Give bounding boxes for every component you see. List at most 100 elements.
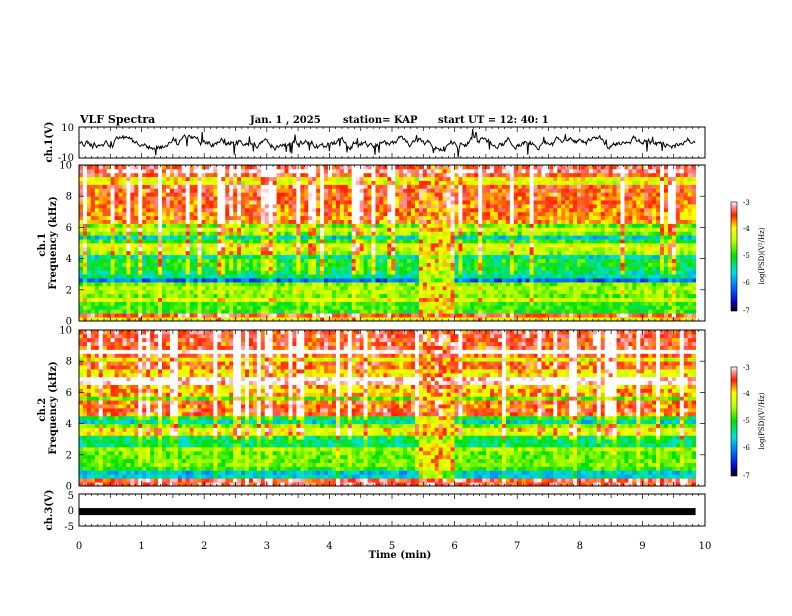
spectrogram-cell (466, 200, 470, 204)
spectrogram-cell (154, 169, 158, 173)
spectrogram-cell (253, 263, 257, 267)
spectrogram-cell (103, 243, 107, 247)
spectrogram-cell (217, 220, 221, 224)
spectrogram-cell (107, 208, 111, 212)
spectrogram-cell (411, 286, 415, 290)
spectrogram-cell (340, 266, 344, 270)
spectrogram-cell (320, 181, 324, 185)
spectrogram-cell (134, 216, 138, 220)
spectrogram-cell (221, 235, 225, 239)
spectrogram-cell (411, 220, 415, 224)
spectrogram-cell (126, 185, 130, 189)
spectrogram-cell (308, 243, 312, 247)
spectrogram-cell (261, 208, 265, 212)
spectrogram-cell (285, 181, 289, 185)
spectrogram-cell (312, 216, 316, 220)
spectrogram-cell (95, 188, 99, 192)
spectrogram-cell (403, 227, 407, 231)
spectrogram-cell (375, 243, 379, 247)
spectrogram-cell (435, 165, 439, 169)
spectrogram-cell (292, 286, 296, 290)
spectrogram-cell (281, 239, 285, 243)
spectrogram-cell (122, 208, 126, 212)
spectrogram-cell (462, 204, 466, 208)
spectrogram-cell (265, 185, 269, 189)
spectrogram-cell (407, 286, 411, 290)
spectrogram-cell (371, 259, 375, 263)
spectrogram-cell (107, 185, 111, 189)
spectrogram-cell (170, 286, 174, 290)
spectrogram-cell (178, 305, 182, 309)
spectrogram-cell (379, 263, 383, 267)
spectrogram-cell (360, 208, 364, 212)
spectrogram-cell (336, 243, 340, 247)
spectrogram-cell (455, 181, 459, 185)
spectrogram-cell (502, 274, 506, 278)
spectrogram-cell (190, 270, 194, 274)
spectrogram-cell (344, 204, 348, 208)
spectrogram-cell (229, 192, 233, 196)
spectrogram-cell (474, 259, 478, 263)
spectrogram-cell (202, 177, 206, 181)
spectrogram-cell (119, 169, 123, 173)
spectrogram-cell (130, 204, 134, 208)
spectrogram-cell (482, 200, 486, 204)
spectrogram-cell (538, 181, 542, 185)
spectrogram-cell (462, 235, 466, 239)
spectrogram-cell (395, 286, 399, 290)
spectrogram-cell (415, 188, 419, 192)
spectrogram-cell (154, 255, 158, 259)
spectrogram-cell (119, 282, 123, 286)
spectrogram-cell (95, 231, 99, 235)
spectrogram-cell (186, 169, 190, 173)
spectrogram-cell (300, 224, 304, 228)
spectrogram-cell (340, 309, 344, 313)
spectrogram-cell (119, 165, 123, 169)
spectrogram-cell (399, 290, 403, 294)
spectrogram-cell (111, 185, 115, 189)
spectrogram-cell (482, 239, 486, 243)
spectrogram-cell (415, 235, 419, 239)
spectrogram-cell (99, 216, 103, 220)
spectrogram-cell (233, 243, 237, 247)
spectrogram-cell (288, 177, 292, 181)
spectrogram-cell (439, 298, 443, 302)
spectrogram-cell (494, 247, 498, 251)
spectrogram-cell (229, 224, 233, 228)
spectrogram-cell (458, 181, 462, 185)
spectrogram-cell (395, 192, 399, 196)
spectrogram-cell (217, 169, 221, 173)
spectrogram-cell (158, 309, 162, 313)
spectrogram-cell (502, 243, 506, 247)
spectrogram-cell (205, 231, 209, 235)
spectrogram-cell (186, 298, 190, 302)
spectrogram-cell (308, 274, 312, 278)
spectrogram-cell (427, 251, 431, 255)
spectrogram-cell (462, 302, 466, 306)
spectrogram-cell (115, 204, 119, 208)
spectrogram-cell (518, 212, 522, 216)
spectrogram-cell (435, 298, 439, 302)
spectrogram-cell (419, 200, 423, 204)
spectrogram-cell (336, 227, 340, 231)
spectrogram-cell (233, 200, 237, 204)
spectrogram-cell (526, 251, 530, 255)
spectrogram-cell (170, 212, 174, 216)
spectrogram-cell (99, 290, 103, 294)
spectrogram-cell (534, 286, 538, 290)
spectrogram-cell (435, 305, 439, 309)
spectrogram-cell (273, 255, 277, 259)
spectrogram-cell (466, 196, 470, 200)
spectrogram-cell (486, 247, 490, 251)
spectrogram-cell (111, 274, 115, 278)
spectrogram-cell (403, 259, 407, 263)
spectrogram-cell (510, 227, 514, 231)
spectrogram-cell (194, 231, 198, 235)
spectrogram-cell (324, 309, 328, 313)
spectrogram-cell (498, 309, 502, 313)
spectrogram-cell (292, 196, 296, 200)
spectrogram-cell (209, 216, 213, 220)
spectrogram-cell (447, 255, 451, 259)
spectrogram-cell (202, 165, 206, 169)
